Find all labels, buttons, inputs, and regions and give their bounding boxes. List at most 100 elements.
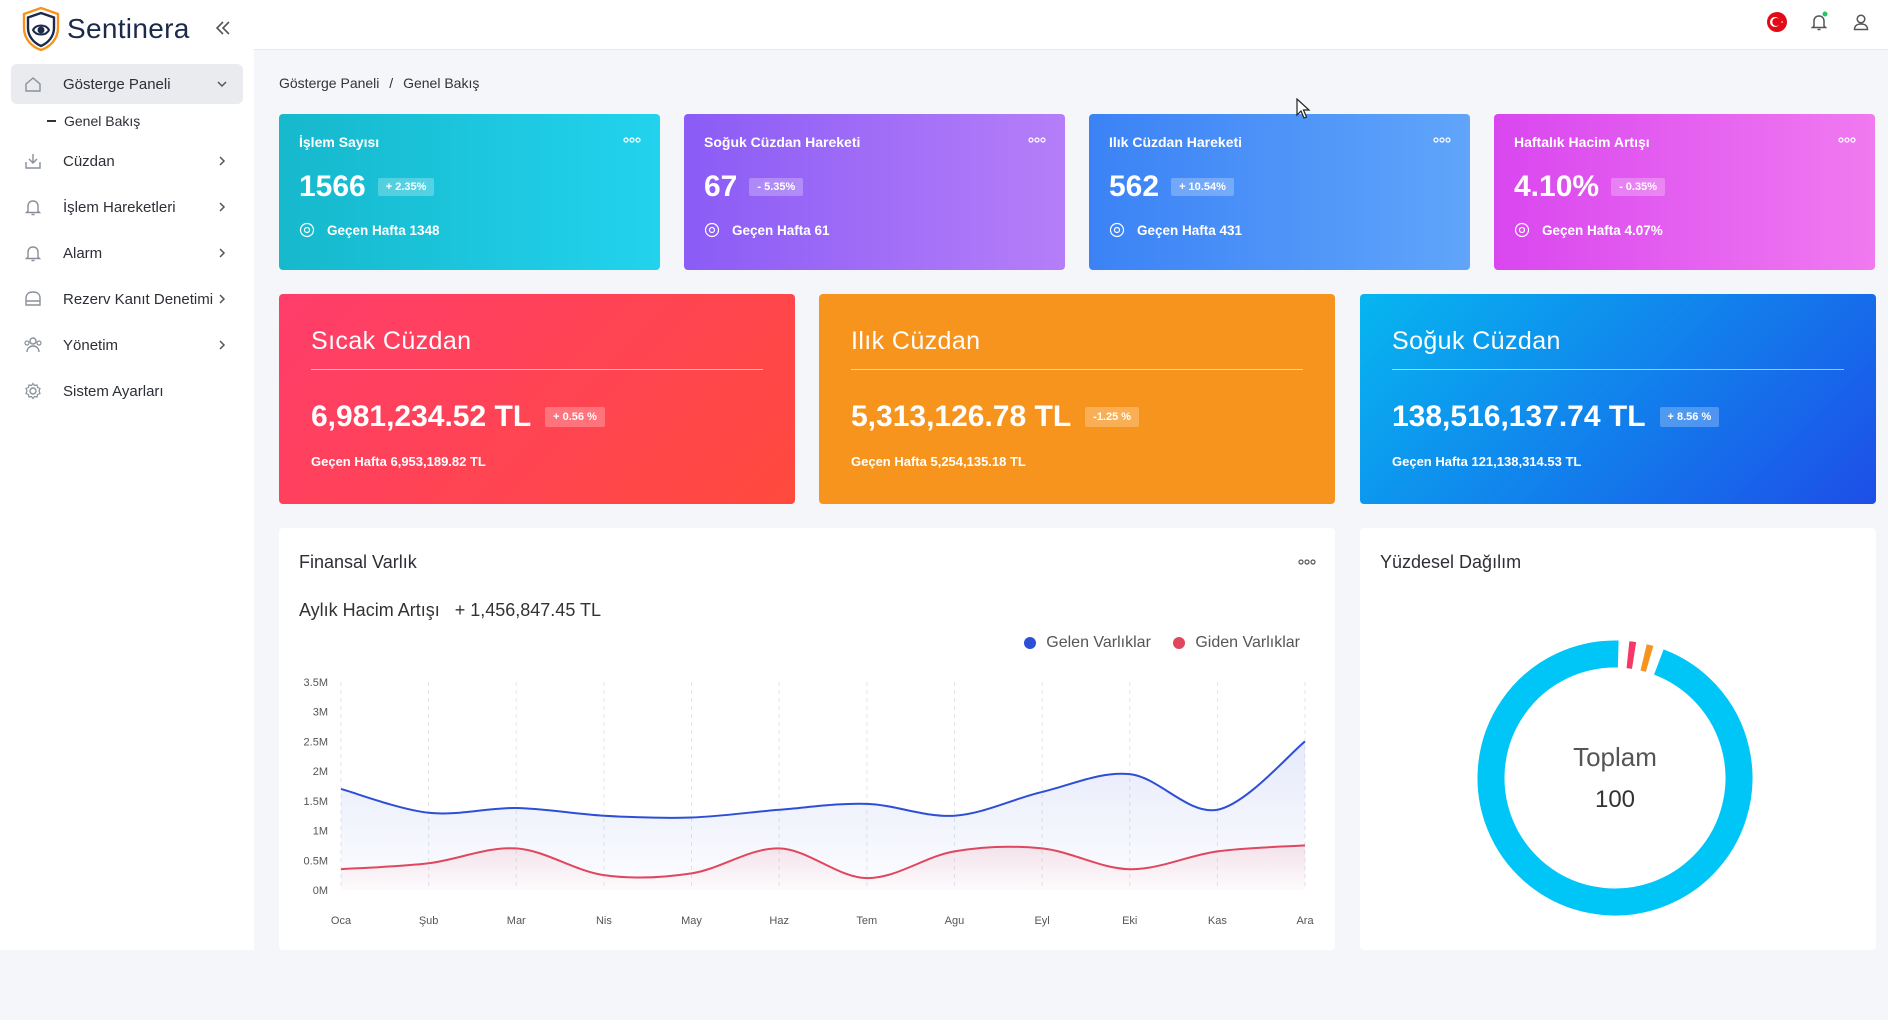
more-options-icon[interactable] [1297,556,1317,568]
data-point [690,871,694,875]
chevron-right-icon [219,340,226,350]
more-options-icon[interactable] [1837,134,1857,146]
donut-center-label: Toplam [1573,742,1657,772]
sidebar-item-dashboard[interactable]: Gösterge Paneli [11,64,243,104]
divider [851,369,1303,370]
chevron-right-icon [219,156,226,166]
sidebar-item-management[interactable]: Yönetim [11,322,243,368]
legend-item-giden[interactable]: Giden Varlıklar [1173,634,1300,652]
sidebar-subitem-overview[interactable]: Genel Bakış [0,104,254,138]
eye-icon [299,222,315,238]
sub-dash [47,120,56,122]
sidebar-item-label: Rezerv Kanıt Denetimi [63,290,214,308]
x-tick-label: Agu [945,915,965,927]
eye-icon [704,222,720,238]
change-badge: + 0.56 % [545,407,605,427]
x-tick-label: Kas [1208,915,1227,927]
sidebar-item-label: İşlem Hareketleri [63,198,176,216]
sidebar-item-transactions[interactable]: İşlem Hareketleri [11,184,243,230]
x-tick-label: Şub [419,915,439,927]
stat-value: 4.10% [1514,170,1600,203]
user-profile-icon[interactable] [1848,9,1874,35]
data-point [1303,739,1307,743]
monthly-volume: Aylık Hacim Artışı + 1,456,847.45 TL [299,600,601,621]
stat-foot: Geçen Hafta 431 [1137,222,1243,238]
donut-slice[interactable] [1626,641,1637,669]
change-badge: + 8.56 % [1659,407,1720,427]
data-point [514,806,518,810]
x-tick-label: Tem [856,915,877,927]
chevron-right-icon [219,202,226,212]
sidebar-item-reserve-audit[interactable]: Rezerv Kanıt Denetimi [11,276,243,322]
data-point [427,861,431,865]
data-point [1303,843,1307,847]
eye-icon [1514,222,1530,238]
data-point [777,808,781,812]
collapse-sidebar-icon[interactable] [212,16,234,40]
y-tick-label: 0M [313,885,328,897]
data-point [602,873,606,877]
data-point [1215,808,1219,812]
x-tick-label: Eyl [1034,915,1049,927]
stat-foot: Geçen Hafta 4.07% [1542,222,1663,238]
sidebar-item-wallet[interactable]: Cüzdan [11,138,243,184]
x-tick-label: Nis [596,915,612,927]
sidebar-item-label: Alarm [63,244,103,262]
series-line [340,740,1306,819]
sidebar-item-label: Cüzdan [63,152,115,170]
brand: Sentinera [0,0,254,58]
dashboard-icon [25,77,41,92]
sidebar-subitem-label: Genel Bakış [64,113,141,129]
y-tick-label: 2.5M [304,736,328,748]
y-tick-label: 1M [313,826,328,838]
data-point [339,787,343,791]
wallet-title: Soğuk Cüzdan [1392,327,1561,355]
donut-center-value: 100 [1594,786,1636,813]
data-point [865,876,869,880]
sidebar-nav: Gösterge Paneli Genel Bakış Cüzdan İşlem… [0,64,254,414]
wallet-card-cold: Soğuk Cüzdan 138,516,137.74 TL + 8.56 % … [1360,294,1876,504]
legend-label: Gelen Varlıklar [1046,634,1151,651]
donut-slice[interactable] [1640,644,1654,672]
bell-icon [24,200,42,216]
legend-dot [1173,637,1186,649]
data-point [952,849,956,853]
data-point [777,846,781,850]
more-options-icon[interactable] [622,134,642,146]
stat-title: Soğuk Cüzdan Hareketi [704,134,861,150]
stat-card-cold-wallet-movement: Soğuk Cüzdan Hareketi 67 - 5.35% Geçen H… [684,114,1065,270]
language-flag-icon[interactable] [1764,9,1790,35]
stat-card-warm-wallet-movement: Ilık Cüzdan Hareketi 562 + 10.54% Geçen … [1089,114,1470,270]
more-options-icon[interactable] [1027,134,1047,146]
data-point [1128,772,1132,776]
chevron-right-icon [219,294,226,304]
y-tick-label: 0.5M [304,855,328,867]
settings-icon [25,382,41,400]
chevron-right-icon [219,248,226,258]
sidebar: Sentinera Gösterge Paneli Genel Bakış Cü… [0,0,254,950]
stat-value: 562 [1109,170,1160,203]
sidebar-item-settings[interactable]: Sistem Ayarları [11,368,243,414]
series-line [340,844,1306,880]
donut-slice[interactable] [1477,640,1753,916]
brand-name: Sentinera [67,13,190,44]
change-badge: + 2.35% [377,178,435,196]
data-point [1040,790,1044,794]
wallet-icon [25,154,41,169]
breadcrumb-root[interactable]: Gösterge Paneli [279,75,380,91]
stat-foot: Geçen Hafta 1348 [327,222,440,238]
x-tick-label: Ara [1296,915,1314,927]
data-point [1128,867,1132,871]
x-tick-label: May [681,915,702,927]
sidebar-item-label: Sistem Ayarları [63,382,164,400]
more-options-icon[interactable] [1432,134,1452,146]
breadcrumb-current: Genel Bakış [403,75,480,91]
wallet-value: 5,313,126.78 TL [851,400,1072,433]
legend-item-gelen[interactable]: Gelen Varlıklar [1024,634,1151,652]
sidebar-item-alarm[interactable]: Alarm [11,230,243,276]
wallet-value: 6,981,234.52 TL [311,400,532,433]
stat-foot: Geçen Hafta 61 [732,222,830,238]
data-point [1040,846,1044,850]
data-point [865,802,869,806]
notification-bell-icon[interactable] [1806,9,1832,35]
